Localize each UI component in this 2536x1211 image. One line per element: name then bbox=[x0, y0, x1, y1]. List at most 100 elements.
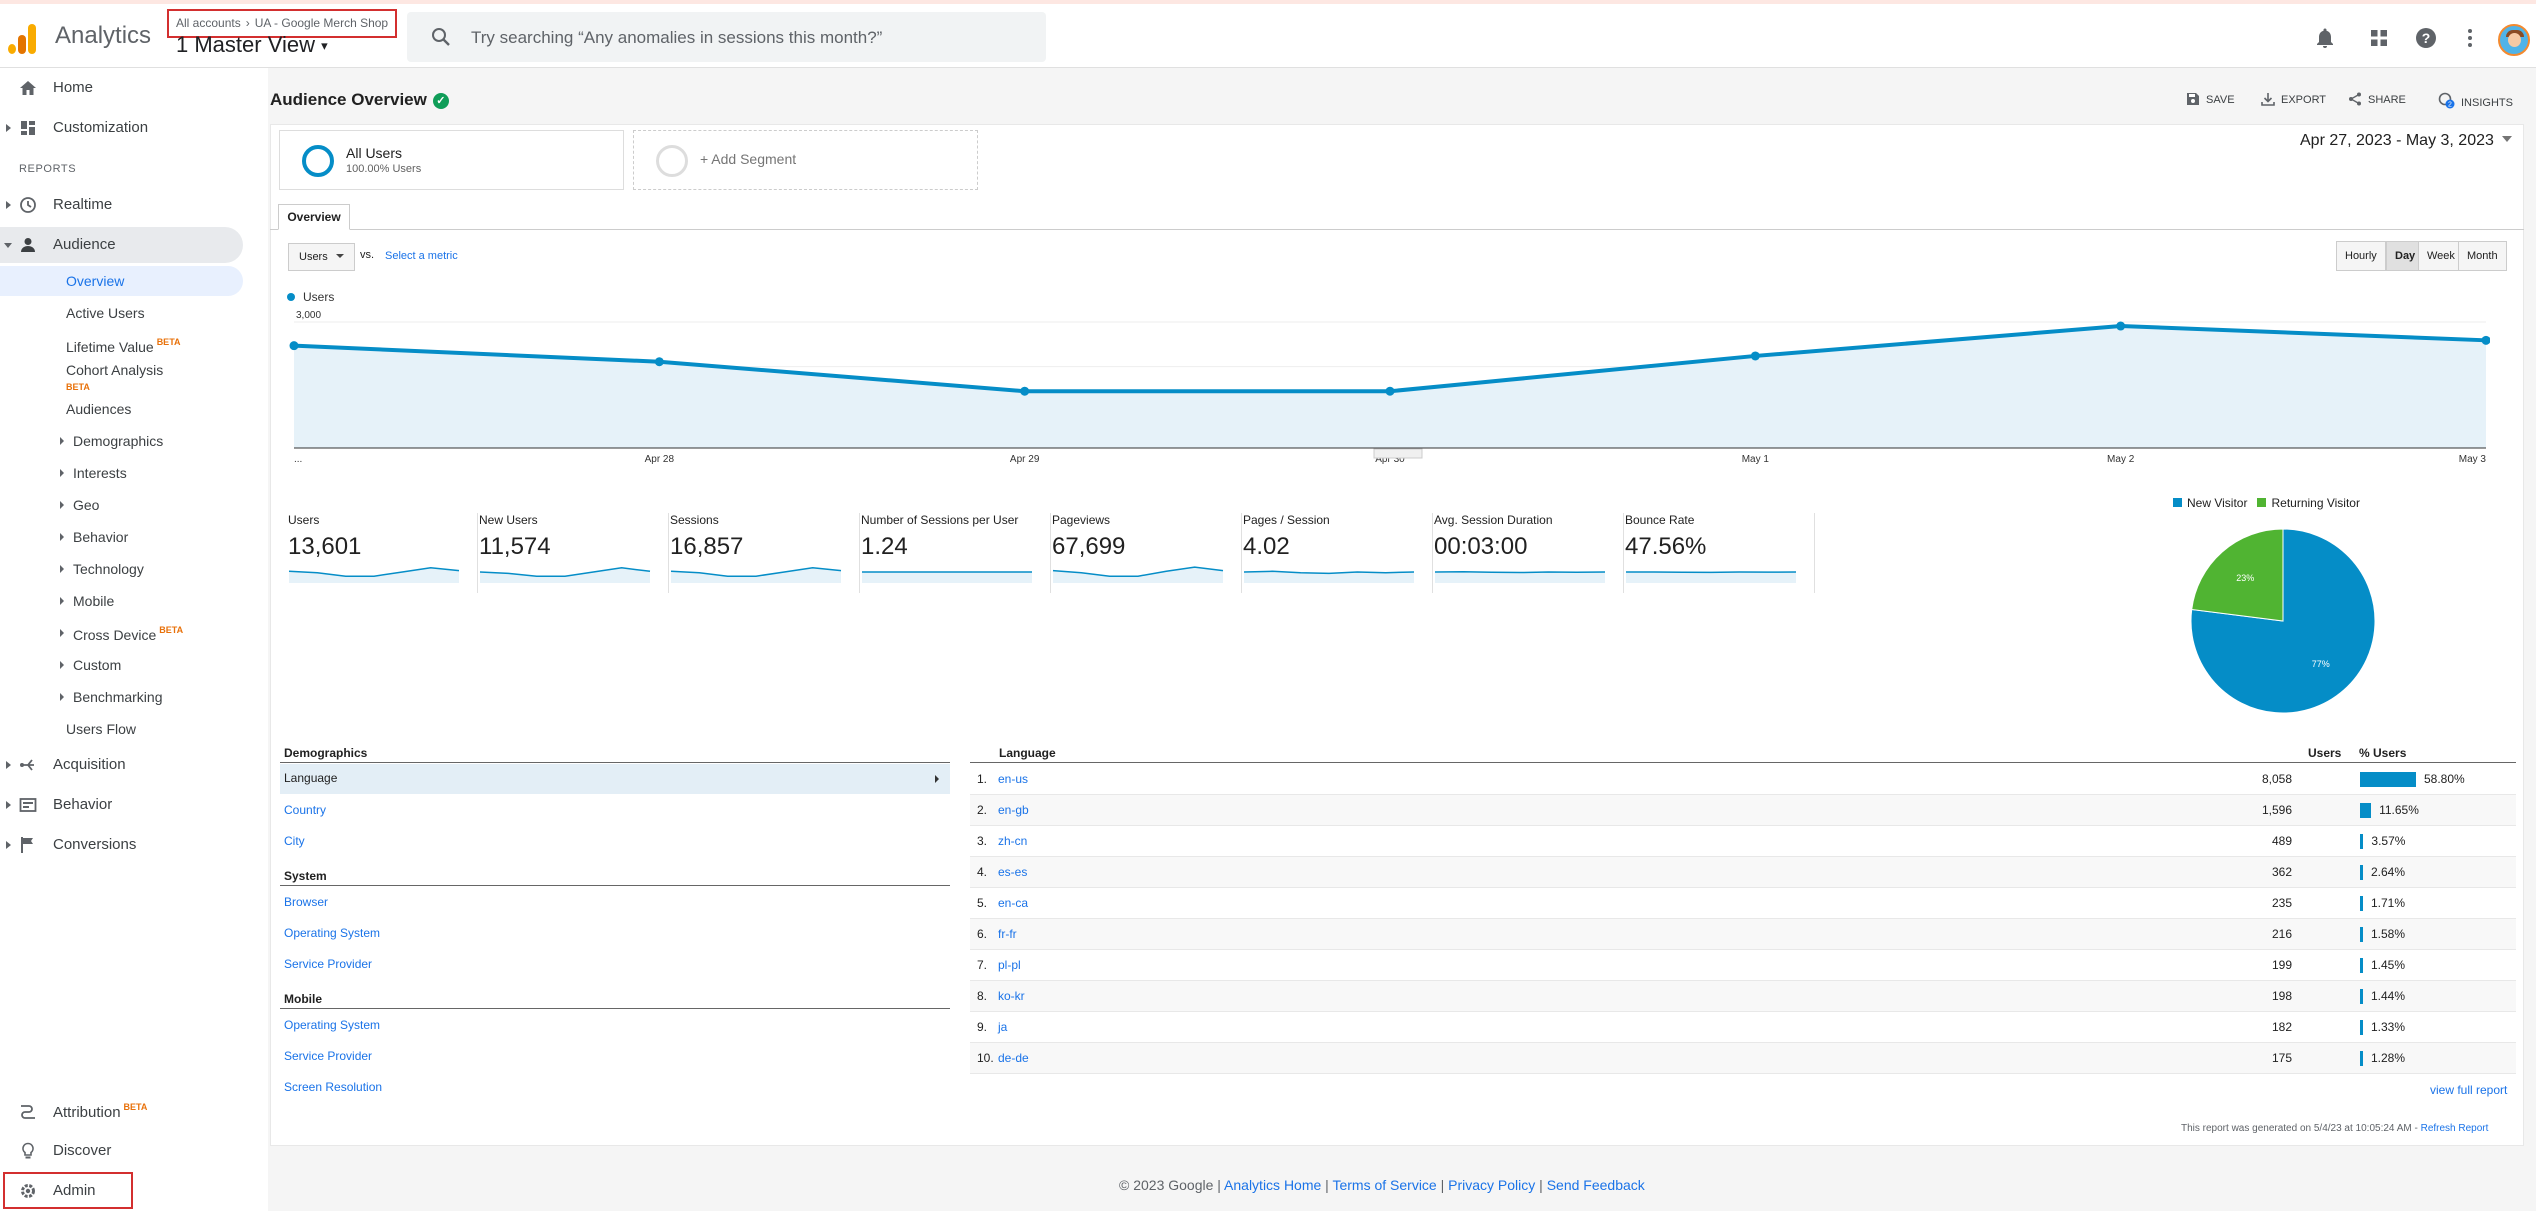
expand-arrow-icon bbox=[60, 629, 64, 637]
footer-link-terms[interactable]: Terms of Service bbox=[1332, 1177, 1437, 1193]
scorecard-value: 00:03:00 bbox=[1434, 533, 1528, 560]
sidebar-item-home[interactable]: Home bbox=[0, 70, 243, 106]
add-segment-button[interactable]: + Add Segment bbox=[633, 130, 978, 190]
language-link[interactable]: es-es bbox=[998, 865, 1028, 879]
demo-link-operating-system[interactable]: Operating System bbox=[284, 926, 381, 940]
sidebar-subitem-custom[interactable]: Custom bbox=[0, 650, 243, 680]
footer-link-privacy[interactable]: Privacy Policy bbox=[1448, 1177, 1536, 1193]
granularity-hourly[interactable]: Hourly bbox=[2336, 241, 2386, 271]
sidebar-subitem-cross-device[interactable]: Cross Device BETA bbox=[0, 618, 243, 648]
granularity-day[interactable]: Day bbox=[2386, 241, 2425, 271]
person-icon bbox=[21, 238, 35, 252]
granularity-week[interactable]: Week bbox=[2418, 241, 2464, 271]
expand-arrow-icon bbox=[60, 597, 64, 605]
language-link[interactable]: fr-fr bbox=[998, 927, 1017, 941]
demo-link-screen-resolution[interactable]: Screen Resolution bbox=[284, 1080, 383, 1094]
breadcrumb-root[interactable]: All accounts bbox=[176, 16, 241, 30]
date-range-picker[interactable]: Apr 27, 2023 - May 3, 2023 bbox=[2300, 132, 2512, 150]
bell-icon[interactable] bbox=[2313, 26, 2337, 50]
sidebar-item-behavior[interactable]: Behavior bbox=[0, 787, 243, 823]
account-breadcrumb[interactable]: All accounts › UA - Google Merch Shop bbox=[167, 9, 398, 38]
scorecard-sessions[interactable]: Sessions 16,857 bbox=[670, 513, 860, 593]
table-row: 2. en-gb 1,596 11.65% bbox=[970, 795, 2516, 826]
admin-highlight-box bbox=[3, 1172, 133, 1209]
sidebar-subitem-active-users[interactable]: Active Users bbox=[0, 298, 243, 328]
pct-value: 1.44% bbox=[2371, 989, 2406, 1003]
sidebar-subitem-lifetime-value[interactable]: Lifetime Value BETA bbox=[0, 330, 243, 360]
language-link[interactable]: zh-cn bbox=[998, 834, 1028, 848]
view-selector[interactable]: 1 Master View ▾ bbox=[176, 32, 328, 58]
tab-overview[interactable]: Overview bbox=[278, 204, 350, 230]
scorecard-users[interactable]: Users 13,601 bbox=[288, 513, 478, 593]
sidebar-item-realtime[interactable]: Realtime bbox=[0, 187, 243, 223]
sidebar-subitem-interests[interactable]: Interests bbox=[0, 458, 243, 488]
demo-link-city[interactable]: City bbox=[284, 834, 305, 848]
sidebar-subitem-technology[interactable]: Technology bbox=[0, 554, 243, 584]
demo-link-service-provider[interactable]: Service Provider bbox=[284, 957, 373, 971]
sidebar-subitem-audiences[interactable]: Audiences bbox=[0, 394, 243, 424]
language-link[interactable]: de-de bbox=[998, 1051, 1029, 1065]
sidebar-subitem-mobile[interactable]: Mobile bbox=[0, 586, 243, 616]
pct-value: 1.28% bbox=[2371, 1051, 2406, 1065]
more-vert-icon[interactable] bbox=[2458, 26, 2482, 50]
granularity-month[interactable]: Month bbox=[2458, 241, 2507, 271]
user-count: 175 bbox=[2271, 1051, 2292, 1065]
sidebar-subitem-users-flow[interactable]: Users Flow bbox=[0, 714, 243, 744]
demo-link-mobile-sp[interactable]: Service Provider bbox=[284, 1049, 373, 1063]
sparkline bbox=[288, 567, 460, 583]
scorecard-pages-session[interactable]: Pages / Session 4.02 bbox=[1243, 513, 1433, 593]
scorecard-value: 1.24 bbox=[861, 533, 908, 560]
scorecard-avg-session-duration[interactable]: Avg. Session Duration 00:03:00 bbox=[1434, 513, 1624, 593]
demo-link-language[interactable]: Language bbox=[280, 764, 950, 794]
language-link[interactable]: ko-kr bbox=[998, 989, 1025, 1003]
language-link[interactable]: en-us bbox=[998, 772, 1029, 786]
scorecard-pageviews[interactable]: Pageviews 67,699 bbox=[1052, 513, 1242, 593]
refresh-report-link[interactable]: Refresh Report bbox=[2420, 1123, 2489, 1134]
scorecard-bounce-rate[interactable]: Bounce Rate 47.56% bbox=[1625, 513, 1815, 593]
language-link[interactable]: en-ca bbox=[998, 896, 1029, 910]
search-bar[interactable]: Try searching “Any anomalies in sessions… bbox=[407, 12, 1046, 62]
apps-grid-icon[interactable] bbox=[2367, 26, 2391, 50]
report-panel bbox=[270, 124, 2524, 1146]
sidebar-item-conversions[interactable]: Conversions bbox=[0, 827, 243, 863]
metric-select[interactable]: Users bbox=[288, 243, 355, 271]
insights-button[interactable]: 2 INSIGHTS bbox=[2438, 92, 2513, 109]
home-icon bbox=[20, 81, 36, 95]
share-button[interactable]: SHARE bbox=[2348, 92, 2406, 106]
sidebar-subitem-demographics[interactable]: Demographics bbox=[0, 426, 243, 456]
segment-all-users[interactable]: All Users 100.00% Users bbox=[279, 130, 624, 190]
segment-sub: 100.00% Users bbox=[346, 163, 422, 175]
demo-link-mobile-os[interactable]: Operating System bbox=[284, 1018, 381, 1032]
sidebar-subitem-benchmarking[interactable]: Benchmarking bbox=[0, 682, 243, 712]
sidebar-item-acquisition[interactable]: Acquisition bbox=[0, 747, 243, 783]
help-icon[interactable]: ? bbox=[2414, 26, 2438, 50]
language-link[interactable]: pl-pl bbox=[998, 958, 1021, 972]
sidebar-item-audience[interactable]: Audience bbox=[0, 227, 243, 263]
footer-link-analytics-home[interactable]: Analytics Home bbox=[1224, 1177, 1322, 1193]
demo-link-browser[interactable]: Browser bbox=[284, 895, 329, 909]
sidebar-subitem-geo[interactable]: Geo bbox=[0, 490, 243, 520]
analytics-logo[interactable] bbox=[8, 24, 38, 54]
sidebar-item-discover[interactable]: Discover bbox=[0, 1133, 243, 1169]
sidebar-subitem-behavior[interactable]: Behavior bbox=[0, 522, 243, 552]
save-button[interactable]: SAVE bbox=[2186, 92, 2235, 106]
sidebar-subitem-cohort-analysis[interactable]: Cohort Analysis BETA bbox=[0, 360, 243, 392]
subitem-label: Overview bbox=[66, 273, 125, 289]
demo-link-country[interactable]: Country bbox=[284, 803, 327, 817]
select-metric-link[interactable]: Select a metric bbox=[385, 250, 458, 262]
language-link[interactable]: en-gb bbox=[998, 803, 1029, 817]
sidebar-item-customization[interactable]: Customization bbox=[0, 110, 243, 146]
user-avatar[interactable] bbox=[2498, 24, 2530, 56]
sidebar-item-attribution[interactable]: Attribution BETA bbox=[0, 1093, 243, 1129]
language-link[interactable]: ja bbox=[998, 1020, 1008, 1034]
view-full-report-link[interactable]: view full report bbox=[2430, 1083, 2508, 1097]
scorecard-number-of-sessions-per-user[interactable]: Number of Sessions per User 1.24 bbox=[861, 513, 1051, 593]
export-button[interactable]: EXPORT bbox=[2261, 92, 2326, 106]
breadcrumb-property[interactable]: UA - Google Merch Shop bbox=[254, 16, 389, 30]
sidebar-item-admin[interactable]: Admin bbox=[0, 1173, 243, 1209]
table-row: 8. ko-kr 198 1.44% bbox=[970, 981, 2516, 1012]
table-header-rule bbox=[970, 762, 2516, 763]
footer-link-feedback[interactable]: Send Feedback bbox=[1546, 1177, 1645, 1193]
scorecard-new-users[interactable]: New Users 11,574 bbox=[479, 513, 669, 593]
sidebar-subitem-overview[interactable]: Overview bbox=[0, 266, 243, 296]
